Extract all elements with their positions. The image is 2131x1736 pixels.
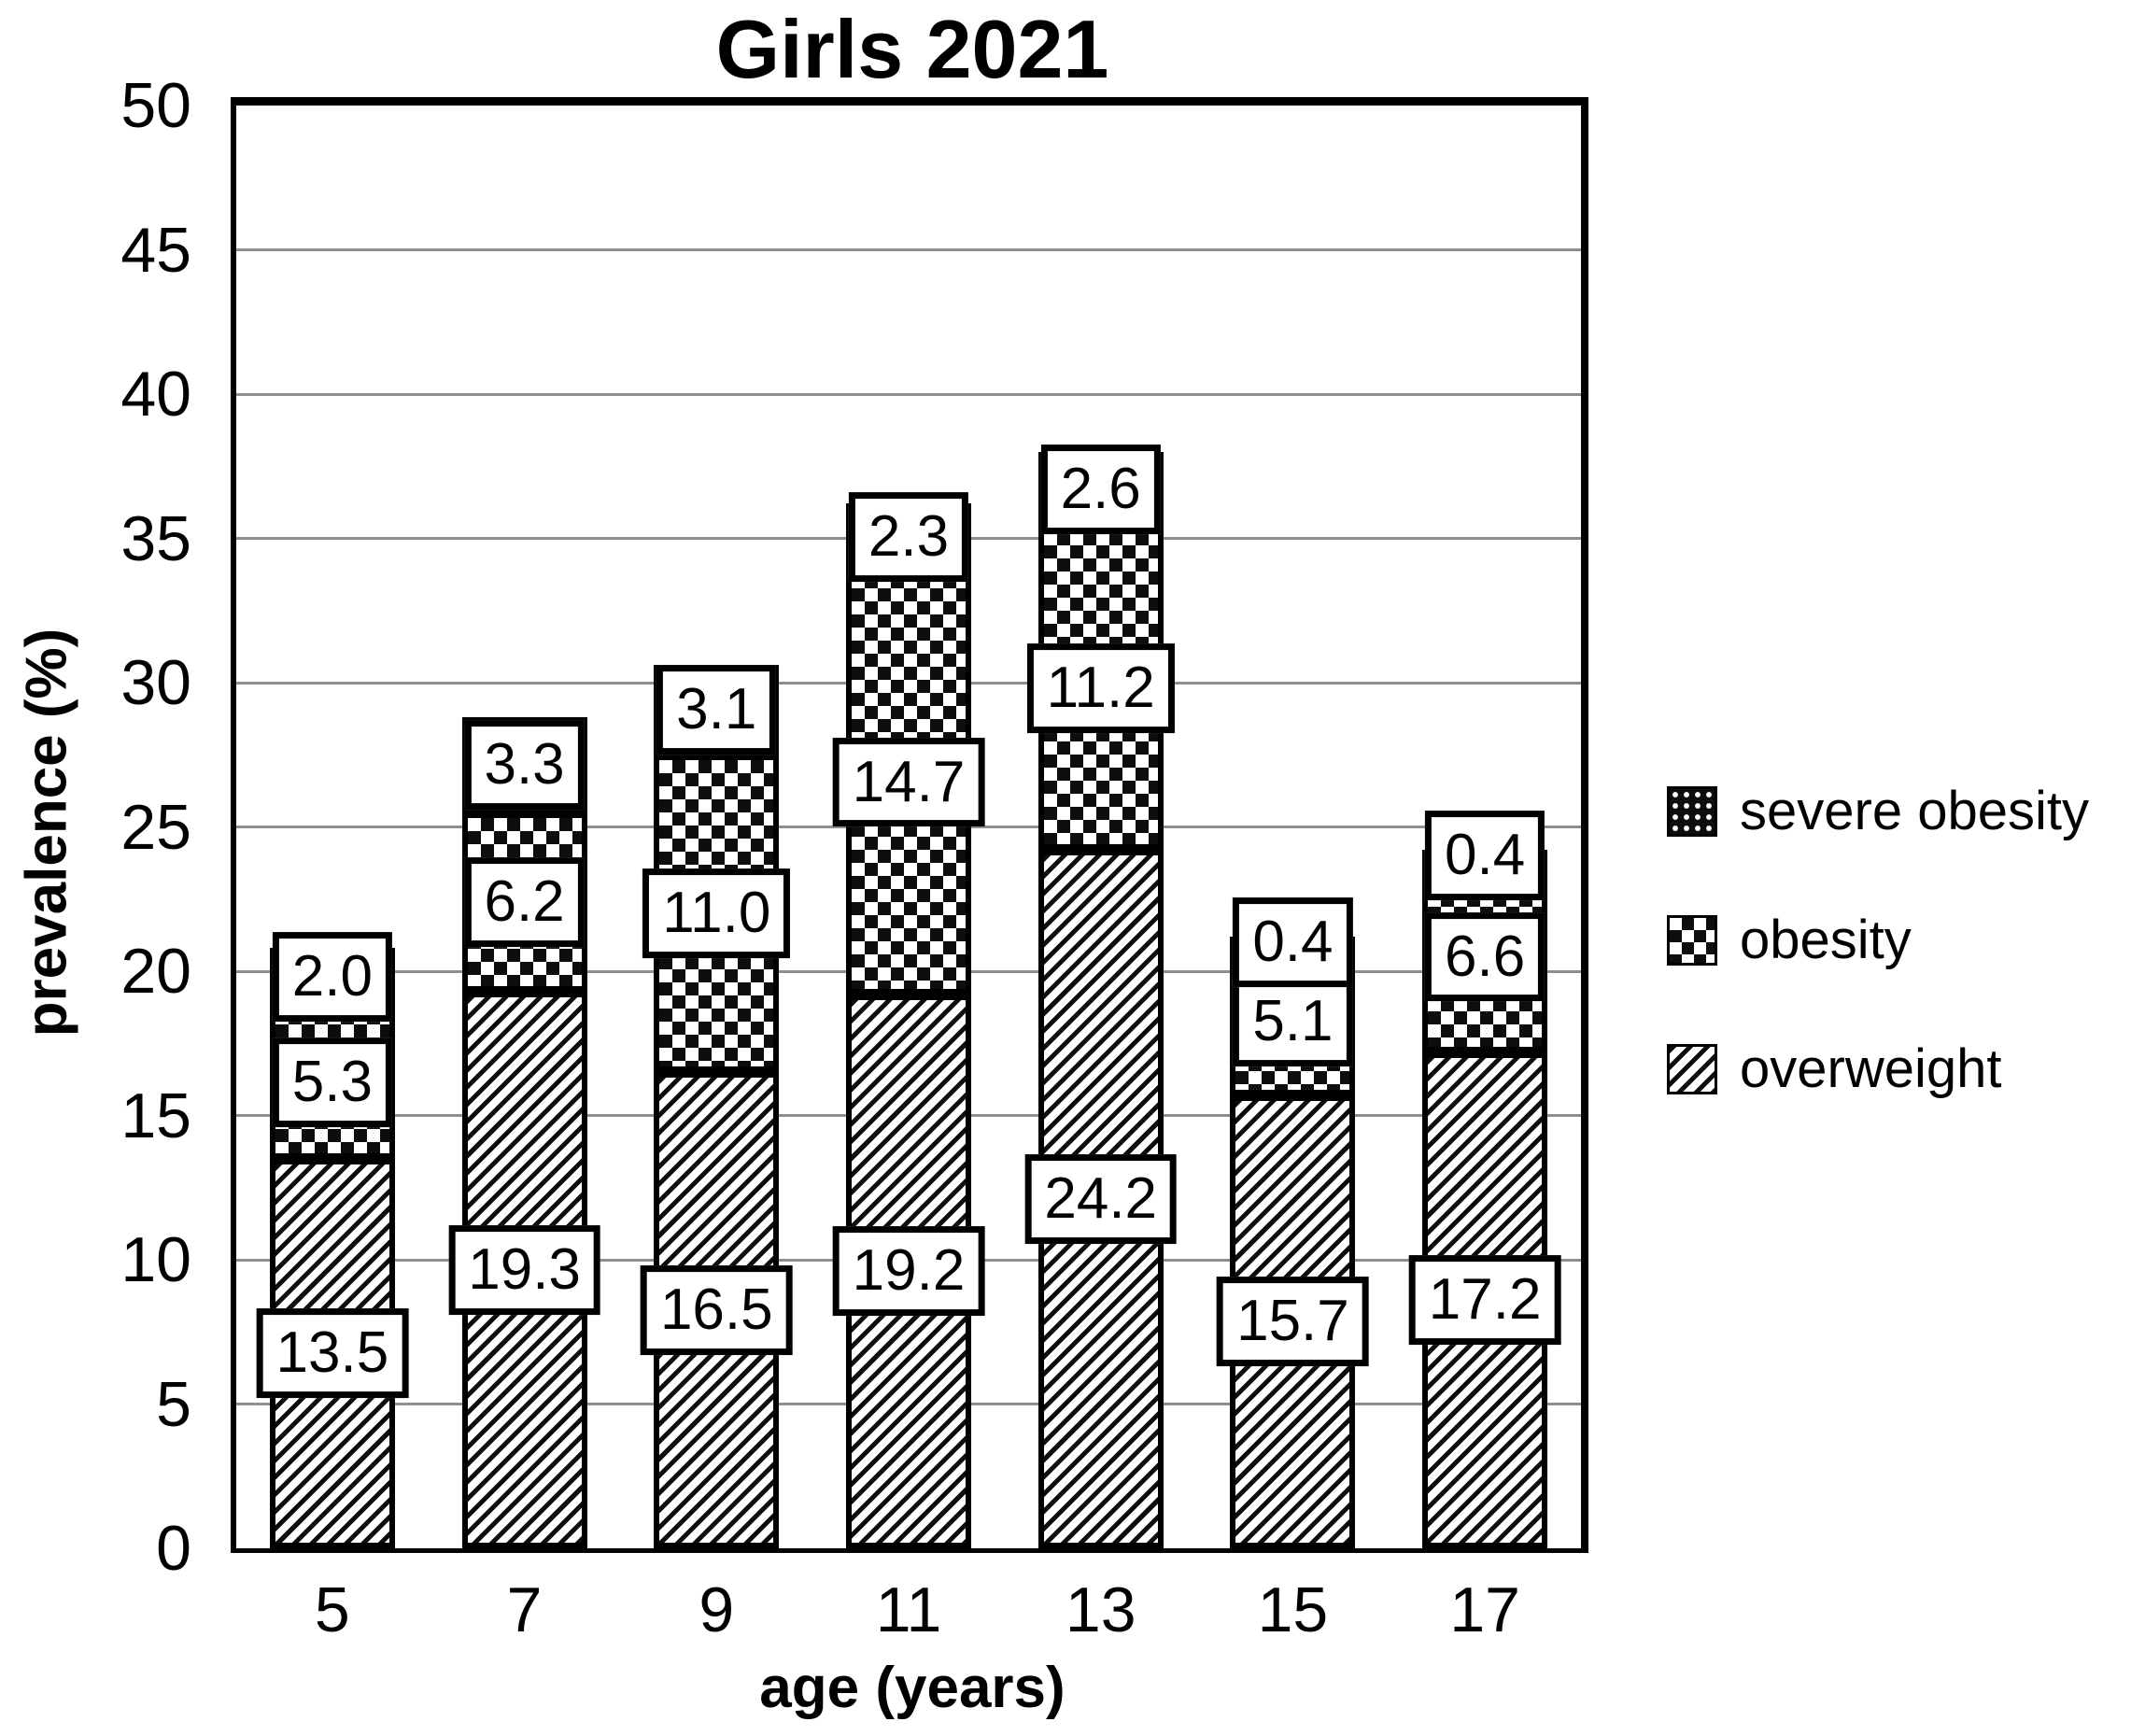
value-label: 16.5 (640, 1265, 793, 1355)
value-label: 19.2 (832, 1226, 985, 1317)
x-tick-label: 11 (875, 1574, 942, 1645)
value-label: 3.1 (656, 665, 777, 755)
legend-item: overweight (1667, 1042, 2089, 1096)
legend-label: severe obesity (1740, 781, 2089, 841)
value-label: 24.2 (1024, 1154, 1178, 1245)
gridline (236, 392, 1581, 396)
bar-segment-overweight (1422, 1051, 1548, 1548)
chart-title: Girls 2021 (715, 3, 1109, 95)
y-tick-label: 5 (156, 1368, 191, 1440)
legend: severe obesity obesity overweight (1667, 784, 2089, 1171)
legend-swatch-severe-obesity-icon (1667, 786, 1717, 837)
legend-item: obesity (1667, 913, 2089, 967)
y-tick-label: 25 (120, 791, 191, 863)
y-tick-label: 40 (120, 359, 191, 430)
y-tick-label: 15 (120, 1080, 191, 1151)
x-tick-label: 7 (506, 1574, 543, 1645)
value-label: 0.4 (1233, 897, 1353, 988)
value-label: 17.2 (1408, 1255, 1561, 1346)
value-label: 13.5 (256, 1308, 409, 1399)
y-tick-label: 50 (120, 70, 191, 141)
y-tick-label: 20 (120, 936, 191, 1007)
value-label: 6.2 (464, 856, 585, 947)
value-label: 2.6 (1040, 445, 1161, 534)
value-label: 6.6 (1425, 911, 1545, 1002)
gridline (236, 248, 1581, 251)
value-label: 2.0 (272, 932, 392, 1023)
value-label: 0.4 (1425, 811, 1545, 901)
legend-swatch-overweight-icon (1667, 1044, 1717, 1094)
y-tick-label: 10 (120, 1224, 191, 1295)
plot-area: 13.5 5.3 2.0 19.3 6.2 3.3 16.5 11.0 3.1 19.2 14.7 2… (231, 97, 1588, 1553)
value-label: 14.7 (832, 737, 985, 827)
value-label: 11.2 (1026, 643, 1175, 734)
value-label: 2.3 (848, 492, 969, 582)
x-tick-label: 9 (699, 1574, 735, 1645)
x-tick-label: 13 (1065, 1574, 1136, 1645)
x-tick-label: 5 (314, 1574, 350, 1645)
value-label: 19.3 (448, 1224, 600, 1315)
y-tick-label: 30 (120, 647, 191, 718)
value-label: 3.3 (464, 720, 585, 810)
x-tick-label: 15 (1257, 1574, 1329, 1645)
y-tick-label: 35 (120, 502, 191, 574)
legend-label: obesity (1740, 910, 1912, 970)
value-label: 5.3 (272, 1037, 392, 1127)
value-label: 5.1 (1233, 977, 1353, 1066)
y-tick-label: 0 (156, 1513, 191, 1584)
x-axis-title: age (years) (759, 1656, 1066, 1720)
x-tick-label: 17 (1449, 1574, 1520, 1645)
legend-label: overweight (1740, 1038, 2002, 1099)
value-label: 11.0 (642, 868, 791, 959)
legend-item: severe obesity (1667, 784, 2089, 839)
legend-swatch-obesity-icon (1667, 915, 1717, 966)
y-tick-label: 45 (120, 214, 191, 286)
value-label: 15.7 (1217, 1277, 1369, 1367)
